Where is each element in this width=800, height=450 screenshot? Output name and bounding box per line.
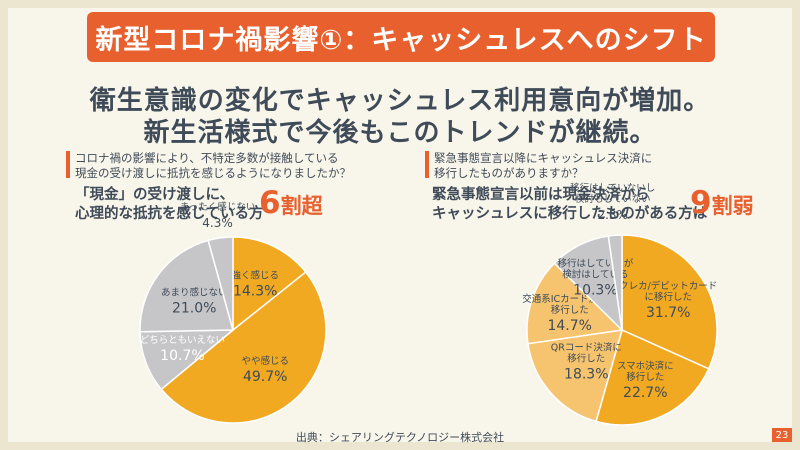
right-slice-value-3: 14.7% [547, 318, 591, 334]
right-big-digit: 9 [690, 185, 712, 221]
right-slice-value-4: 10.3% [573, 282, 617, 298]
right-pie-slice-1 [595, 328, 710, 426]
right-big-suffix: 割弱 [711, 194, 754, 218]
right-question-line-1: 緊急事態宣言以降にキャッシュレス決済に [434, 151, 653, 165]
right-slice-label-1-0: スマホ決済に [617, 360, 674, 372]
left-pie-slice-1 [160, 271, 327, 424]
left-slice-value-2: 10.7% [160, 348, 204, 364]
right-slice-value-2: 18.3% [564, 366, 608, 382]
headline-line-2: 新生活様式で今後もこのトレンドが継続。 [143, 118, 657, 148]
left-finding-line-1: 「現金」の受け渡しに、 [75, 187, 235, 203]
right-slice-label-4-1: 検討はしている [562, 268, 628, 280]
page-number: 23 [772, 428, 792, 442]
left-slice-value-1: 49.7% [243, 369, 287, 385]
right-slice-value-0: 31.7% [646, 305, 690, 321]
right-slice-value-5: 2.3% [597, 208, 628, 222]
slide-title: 新型コロナ禍影響①：キャッシュレスへのシフト [87, 12, 715, 62]
right-question-marker [425, 151, 429, 178]
left-slice-label-1-0: やや感じる [241, 355, 289, 367]
left-slice-label-3-0: あまり感じない [161, 287, 228, 299]
right-slice-label-3-1: 移行した [551, 304, 589, 316]
right-slice-label-5-1: 検討もしていない [575, 193, 651, 205]
right-big-figure: 9割弱 [690, 185, 754, 221]
left-pie-slice-3 [139, 239, 234, 333]
left-question-marker [66, 151, 70, 178]
right-pie-slice-2 [527, 329, 624, 423]
right-pie-slice-0 [621, 234, 718, 370]
right-slice-label-0-1: に移行した [644, 291, 692, 303]
right-slice-value-1: 22.7% [623, 385, 667, 401]
right-pie-slice-5 [607, 234, 623, 331]
right-question-line-2: 移行したものがありますか？ [434, 166, 584, 180]
right-finding-line-2: キャッシュレスに移行したものがある方は [432, 206, 708, 222]
right-slice-label-1-1: 移行した [626, 371, 664, 383]
left-big-suffix: 割超 [280, 194, 323, 218]
left-finding-line-2: 心理的な抵抗を感じている方 [75, 206, 264, 222]
left-question-line-1: コロナ禍の影響により、不特定多数が接触している [75, 151, 339, 165]
right-pie-slice-3 [526, 262, 624, 345]
left-slice-value-0: 14.3% [233, 283, 277, 299]
left-big-figure: 6割超 [259, 185, 323, 221]
right-slice-label-2-1: 移行した [567, 352, 605, 364]
left-slice-label-2-0: どちらともいえない [140, 335, 225, 346]
left-slice-label-0-0: 強く感じる [231, 269, 279, 281]
left-pie-slice-0 [232, 236, 307, 332]
headline-line-1: 衛生意識の変化でキャッシュレス利用意向が増加。 [89, 86, 711, 116]
left-slice-value-4: 4.3% [202, 216, 233, 230]
left-big-digit: 6 [259, 185, 281, 221]
right-slice-label-5-0: 移行はしていないし [570, 182, 655, 194]
left-pie-slice-4 [207, 236, 234, 331]
left-slice-value-3: 21.0% [172, 301, 216, 317]
right-slice-label-2-0: QRコード決済に [551, 341, 622, 353]
left-question-line-2: 現金の受け渡しに抵抗を感じるようになりましたか？ [75, 166, 351, 180]
left-slice-label-4-0: まったく感じない [180, 201, 256, 213]
right-slice-label-0-0: クレカ/デビットカード [619, 280, 717, 292]
source-credit: 出典：シェアリングテクノロジー株式会社 [295, 431, 505, 444]
right-finding-line-1: 緊急事態宣言以前は現金決済から [432, 187, 650, 203]
